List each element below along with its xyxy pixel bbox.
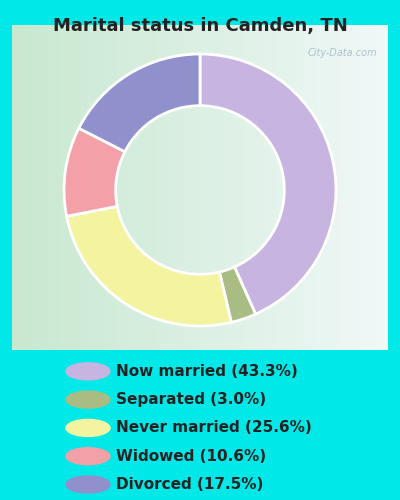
Wedge shape [66, 206, 231, 326]
Circle shape [66, 420, 110, 436]
Wedge shape [79, 54, 200, 152]
Text: Widowed (10.6%): Widowed (10.6%) [116, 448, 266, 464]
Circle shape [66, 476, 110, 493]
Circle shape [66, 391, 110, 408]
Wedge shape [64, 128, 125, 216]
Text: Separated (3.0%): Separated (3.0%) [116, 392, 266, 407]
Text: Never married (25.6%): Never married (25.6%) [116, 420, 312, 436]
Text: Divorced (17.5%): Divorced (17.5%) [116, 477, 263, 492]
Text: City-Data.com: City-Data.com [307, 48, 377, 58]
Wedge shape [200, 54, 336, 314]
Circle shape [66, 363, 110, 380]
Text: Marital status in Camden, TN: Marital status in Camden, TN [53, 18, 347, 36]
Wedge shape [220, 267, 256, 322]
Text: Now married (43.3%): Now married (43.3%) [116, 364, 298, 379]
Circle shape [66, 448, 110, 464]
